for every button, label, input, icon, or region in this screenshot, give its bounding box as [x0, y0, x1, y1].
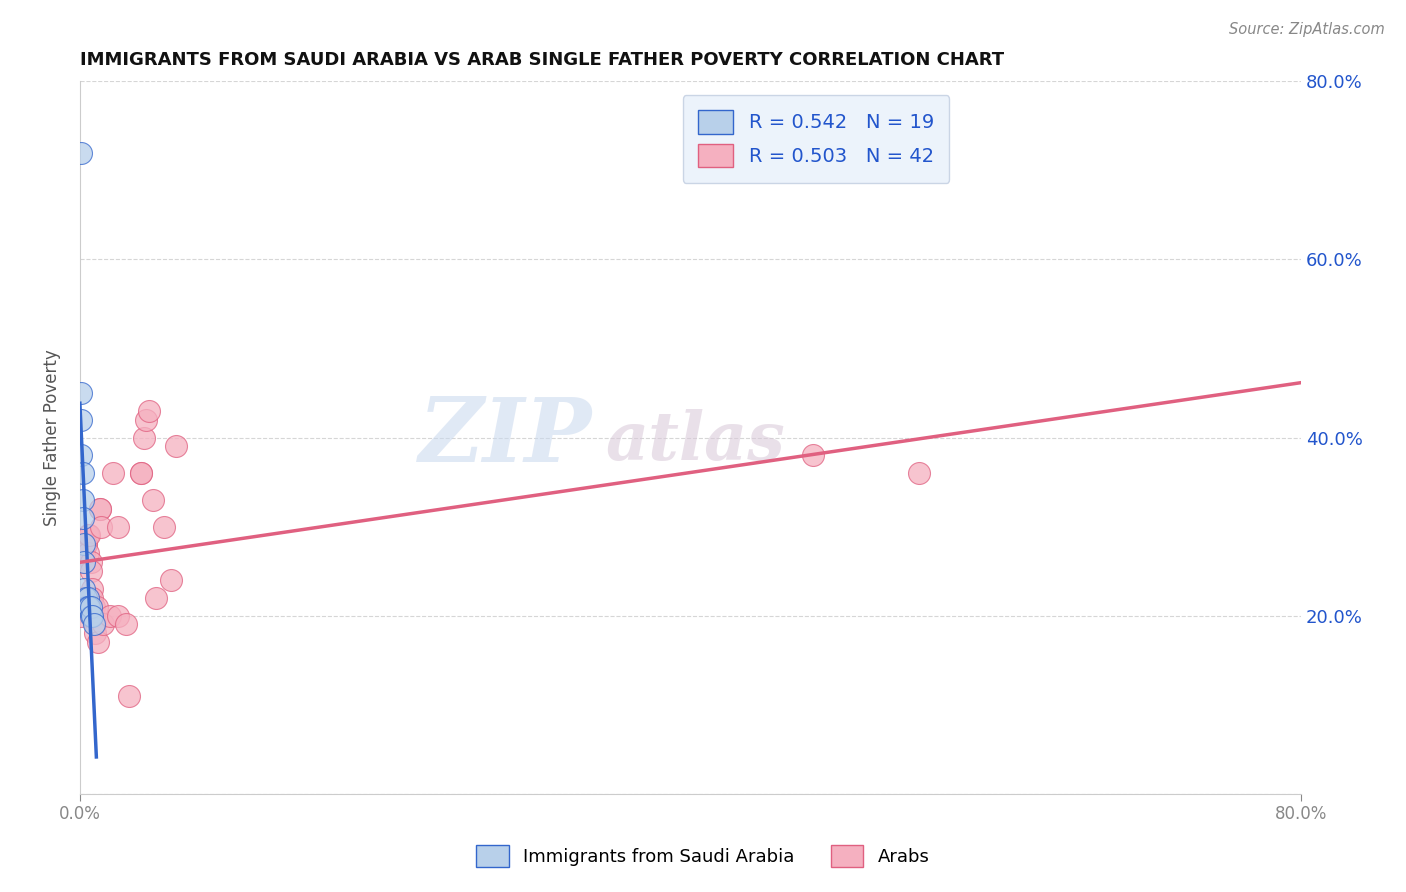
Point — [77, 591, 100, 605]
Point — [84, 626, 107, 640]
Point — [165, 439, 187, 453]
Point — [70, 145, 93, 160]
Point — [79, 608, 101, 623]
Point — [153, 519, 176, 533]
Point — [134, 413, 156, 427]
Point — [75, 599, 97, 614]
Point — [107, 608, 129, 623]
Point — [75, 537, 97, 551]
Point — [76, 546, 98, 560]
Point — [72, 466, 94, 480]
Point — [160, 573, 183, 587]
Point — [73, 555, 96, 569]
Y-axis label: Single Father Poverty: Single Father Poverty — [44, 349, 60, 526]
Point — [129, 466, 152, 480]
Point — [118, 689, 141, 703]
Point — [138, 404, 160, 418]
Legend: R = 0.542   N = 19, R = 0.503   N = 42: R = 0.542 N = 19, R = 0.503 N = 42 — [682, 95, 949, 183]
Point — [79, 555, 101, 569]
Point — [73, 537, 96, 551]
Point — [75, 591, 97, 605]
Point — [72, 591, 94, 605]
Point — [70, 448, 93, 462]
Point — [801, 448, 824, 462]
Point — [83, 617, 105, 632]
Point — [77, 528, 100, 542]
Point — [129, 466, 152, 480]
Point — [73, 582, 96, 596]
Point — [70, 386, 93, 401]
Point — [132, 430, 155, 444]
Point — [103, 466, 125, 480]
Point — [84, 617, 107, 632]
Text: atlas: atlas — [605, 409, 785, 474]
Point — [89, 501, 111, 516]
Point — [73, 546, 96, 560]
Point — [114, 617, 136, 632]
Point — [72, 510, 94, 524]
Point — [83, 608, 105, 623]
Legend: Immigrants from Saudi Arabia, Arabs: Immigrants from Saudi Arabia, Arabs — [470, 838, 936, 874]
Point — [107, 519, 129, 533]
Point — [89, 501, 111, 516]
Point — [91, 617, 114, 632]
Point — [80, 582, 103, 596]
Point — [70, 608, 93, 623]
Point — [77, 599, 100, 614]
Point — [87, 635, 110, 649]
Point — [80, 608, 103, 623]
Point — [80, 591, 103, 605]
Point — [90, 519, 112, 533]
Point — [70, 413, 93, 427]
Point — [76, 599, 98, 614]
Point — [83, 599, 105, 614]
Point — [145, 591, 167, 605]
Point — [76, 591, 98, 605]
Point — [142, 492, 165, 507]
Point — [76, 528, 98, 542]
Point — [86, 599, 108, 614]
Point — [79, 599, 101, 614]
Point — [79, 564, 101, 578]
Point — [908, 466, 931, 480]
Point — [75, 537, 97, 551]
Point — [72, 492, 94, 507]
Text: ZIP: ZIP — [419, 394, 593, 481]
Point — [100, 608, 122, 623]
Text: IMMIGRANTS FROM SAUDI ARABIA VS ARAB SINGLE FATHER POVERTY CORRELATION CHART: IMMIGRANTS FROM SAUDI ARABIA VS ARAB SIN… — [80, 51, 1004, 69]
Text: Source: ZipAtlas.com: Source: ZipAtlas.com — [1229, 22, 1385, 37]
Point — [73, 555, 96, 569]
